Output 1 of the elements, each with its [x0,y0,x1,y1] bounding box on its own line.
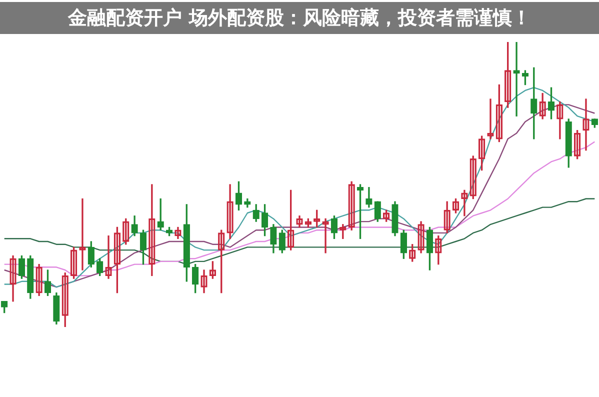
chart-title: 金融配资开户 场外配资股：风险暗藏，投资者需谨慎！ [0,2,599,34]
